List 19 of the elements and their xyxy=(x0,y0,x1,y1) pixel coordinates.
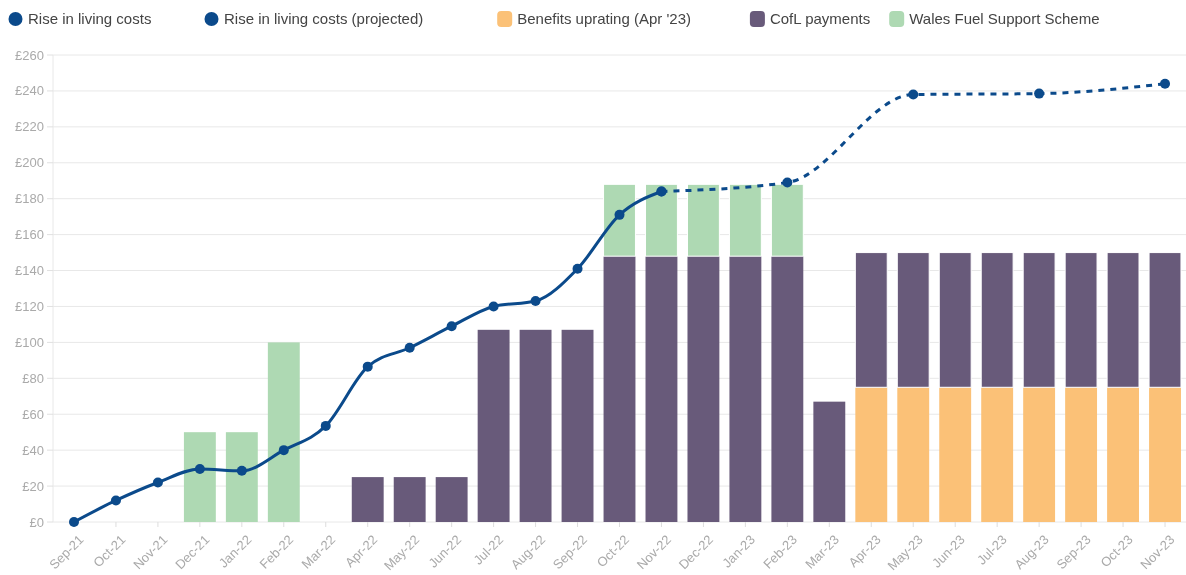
y-tick-label: £240 xyxy=(15,83,44,99)
y-tick-label: £20 xyxy=(22,478,44,494)
legend-label: Rise in living costs (projected) xyxy=(224,10,424,27)
legend-label: CofL payments xyxy=(769,10,871,27)
y-tick-label: £220 xyxy=(15,119,44,135)
y-tick-label: £80 xyxy=(22,370,44,386)
legend-label: Wales Fuel Support Scheme xyxy=(909,10,1100,27)
y-tick-label: £100 xyxy=(15,334,44,350)
y-tick-label: £140 xyxy=(15,263,44,279)
legend-label: Rise in living costs xyxy=(28,10,152,27)
y-tick-label: £60 xyxy=(22,406,44,422)
y-tick-label: £40 xyxy=(22,442,44,458)
y-tick-label: £180 xyxy=(15,191,44,207)
y-tick-label: £200 xyxy=(15,155,44,171)
y-tick-label: £120 xyxy=(15,299,44,315)
legend-label: Benefits uprating (Apr '23) xyxy=(517,10,691,27)
y-tick-label: £160 xyxy=(15,227,44,243)
y-tick-label: £0 xyxy=(29,514,44,530)
y-tick-label: £260 xyxy=(15,47,44,63)
